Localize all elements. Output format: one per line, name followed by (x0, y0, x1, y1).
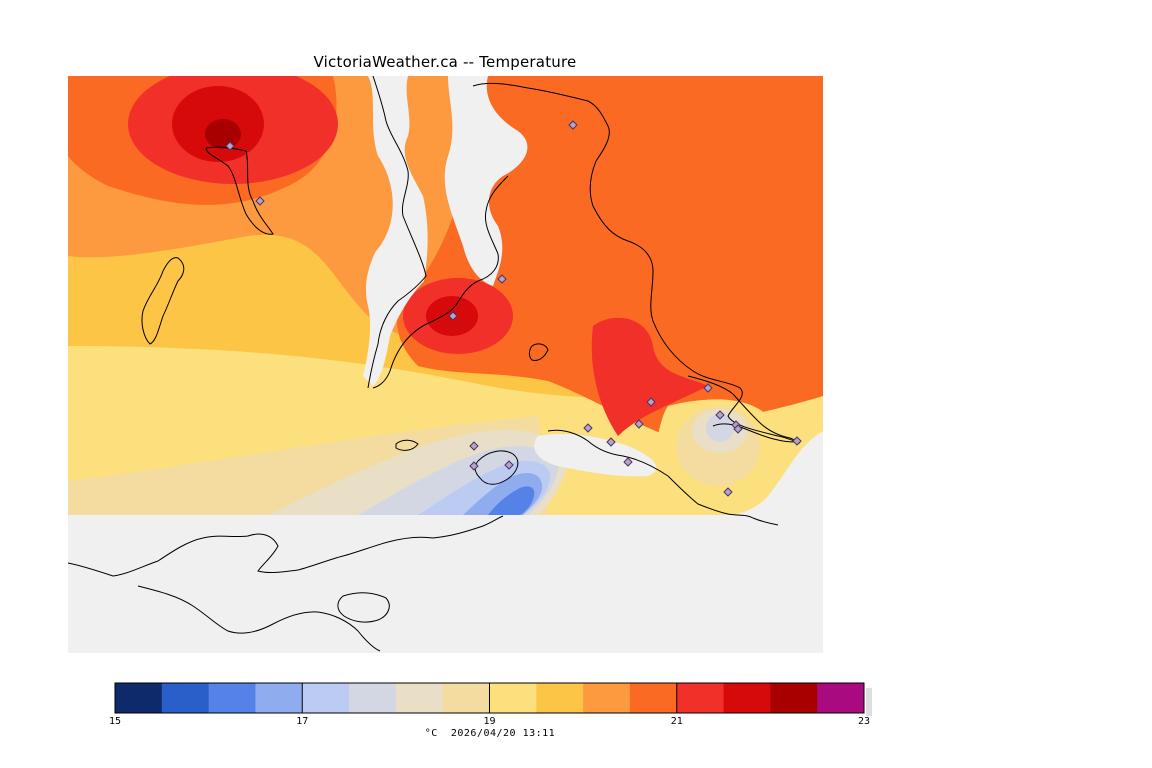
legend-swatch (723, 683, 771, 713)
legend-swatch (629, 683, 678, 713)
coastlines (68, 76, 801, 652)
legend-swatch (161, 683, 210, 713)
station-diamond-icon[interactable] (634, 419, 644, 429)
coastline-east-tip (712, 423, 797, 443)
water-mask (68, 76, 823, 516)
coastline-north-inlet-east (472, 82, 799, 443)
inlet-central (444, 76, 528, 286)
coastline-nw-peninsula (205, 146, 274, 235)
legend-caption: °C 2026/04/20 13:11 (0, 728, 980, 739)
legend-swatch (302, 683, 350, 713)
station-diamond-icon[interactable] (568, 120, 578, 130)
station-diamond-icon[interactable] (497, 274, 507, 284)
unit-label: °C (424, 728, 438, 739)
legend-swatch (255, 683, 303, 713)
map-title: VictoriaWeather.ca -- Temperature (313, 53, 577, 71)
station-diamond-icon[interactable] (646, 397, 656, 407)
legend-swatch (208, 683, 256, 713)
station-diamond-icon[interactable] (225, 141, 235, 151)
legend-swatch (442, 683, 490, 713)
station-diamond-icon[interactable] (703, 383, 713, 393)
legend-ticks: 15 17 19 21 23 (109, 683, 870, 727)
cool-plume-core (488, 486, 535, 515)
station-diamond-icon[interactable] (583, 423, 593, 433)
legend-swatch (395, 683, 444, 713)
coastline-south-city (547, 429, 779, 526)
legend-swatch (115, 683, 163, 713)
warm-cell-core-nw (205, 119, 241, 149)
legend-shadow (866, 688, 872, 716)
coastline-small-islet-south (395, 439, 419, 451)
coastline-harbour-islet (528, 343, 549, 361)
legend-swatch (536, 683, 584, 713)
station-diamond-icon[interactable] (255, 196, 265, 206)
warm-cell-east (591, 317, 708, 436)
legend-tick-label: 15 (109, 716, 121, 727)
legend-swatch (676, 683, 725, 713)
legend-tick-label: 21 (671, 716, 683, 727)
coastline-us-island (337, 592, 390, 623)
legend-swatch (489, 683, 537, 713)
coastline-north-inlet-west (367, 76, 427, 389)
offshore-southwest (68, 515, 538, 516)
station-markers (225, 120, 802, 497)
station-diamond-icon[interactable] (792, 436, 802, 446)
legend-tick-label: 17 (296, 716, 308, 727)
station-diamond-icon[interactable] (448, 311, 458, 321)
coastline-west-island (141, 257, 185, 345)
temperature-field (68, 76, 823, 515)
temperature-map (68, 76, 823, 653)
station-diamond-icon[interactable] (623, 457, 633, 467)
station-diamond-icon[interactable] (469, 441, 479, 451)
east-cool-cell (706, 414, 734, 442)
station-diamond-icon[interactable] (715, 410, 725, 420)
station-diamond-icon[interactable] (469, 461, 479, 471)
timestamp-label: 2026/04/20 13:11 (450, 728, 556, 739)
legend-tick-label: 19 (483, 716, 495, 727)
legend-swatch (583, 683, 631, 713)
inlet-north (363, 76, 428, 386)
coastline-sooke-basin (474, 450, 519, 485)
station-diamond-icon[interactable] (504, 460, 514, 470)
strait-channel (534, 434, 657, 477)
coastline-us-shore (68, 515, 504, 577)
coastline-us-south (137, 585, 381, 652)
offshore-southeast (728, 431, 823, 515)
legend-swatches (115, 683, 865, 713)
legend-swatch (817, 683, 865, 713)
legend-tick-label: 23 (858, 716, 870, 727)
station-diamond-icon[interactable] (723, 487, 733, 497)
legend-swatch (349, 683, 397, 713)
legend-swatch (770, 683, 818, 713)
station-diamond-icon[interactable] (606, 437, 616, 447)
coastline-central-bay (372, 175, 509, 389)
station-diamond-icon[interactable] (733, 424, 743, 434)
